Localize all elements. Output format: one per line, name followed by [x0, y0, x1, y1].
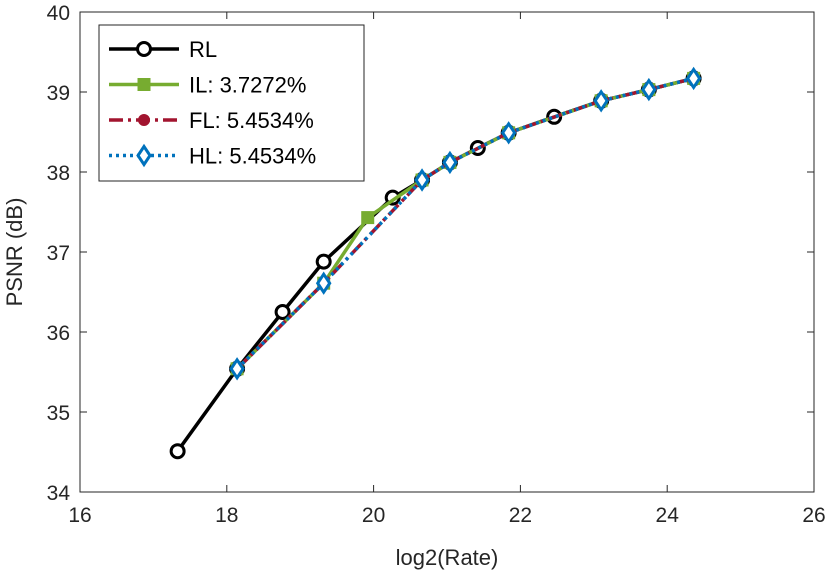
x-tick-label: 26 [802, 504, 825, 527]
legend-label: HL: 5.4534% [189, 144, 316, 169]
x-tick-label: 20 [362, 504, 385, 527]
data-point-marker [593, 89, 609, 113]
data-point-marker [315, 271, 332, 295]
y-tick-label: 35 [47, 402, 70, 425]
legend-label: RL [189, 37, 217, 62]
legend: RL IL: 3.7272% FL: 5.4534% HL: 5.4534% [98, 24, 365, 182]
y-tick-label: 40 [47, 2, 70, 25]
data-point-marker [169, 443, 186, 460]
x-tick-label: 16 [68, 504, 91, 527]
legend-entry: HL: 5.4534% [109, 144, 316, 169]
x-tick-label: 22 [509, 504, 532, 527]
plot-series [169, 66, 702, 460]
legend-label: IL: 3.7272% [189, 73, 306, 98]
series-4 [229, 66, 702, 381]
data-point-marker [137, 78, 151, 91]
y-tick-label: 38 [47, 162, 70, 185]
x-tick-label: 18 [215, 504, 238, 527]
x-axis-label: log2(Rate) [396, 545, 499, 570]
data-point-marker [414, 168, 430, 192]
y-axis-label: PSNR (dB) [2, 198, 27, 307]
data-point-marker [274, 304, 291, 320]
y-tick-label: 34 [47, 482, 71, 505]
y-tick-label: 36 [47, 322, 70, 345]
data-point-marker [685, 66, 702, 91]
legend-entry: RL [109, 37, 217, 62]
y-tick-label: 39 [47, 82, 70, 105]
legend-entry: FL: 5.4534% [109, 108, 314, 133]
data-point-marker [136, 41, 152, 57]
series-line [235, 76, 695, 371]
data-point-marker [136, 143, 152, 168]
legend-label: FL: 5.4534% [189, 108, 314, 133]
legend-entry: IL: 3.7272% [109, 73, 306, 98]
data-point-marker [229, 357, 245, 381]
data-point-marker [315, 253, 332, 270]
data-point-marker [138, 114, 150, 126]
data-point-marker [641, 77, 657, 102]
data-point-marker [500, 121, 517, 145]
x-tick-label: 24 [656, 504, 680, 527]
y-tick-label: 37 [47, 242, 70, 265]
data-point-marker [442, 150, 458, 175]
data-point-marker [361, 211, 375, 225]
